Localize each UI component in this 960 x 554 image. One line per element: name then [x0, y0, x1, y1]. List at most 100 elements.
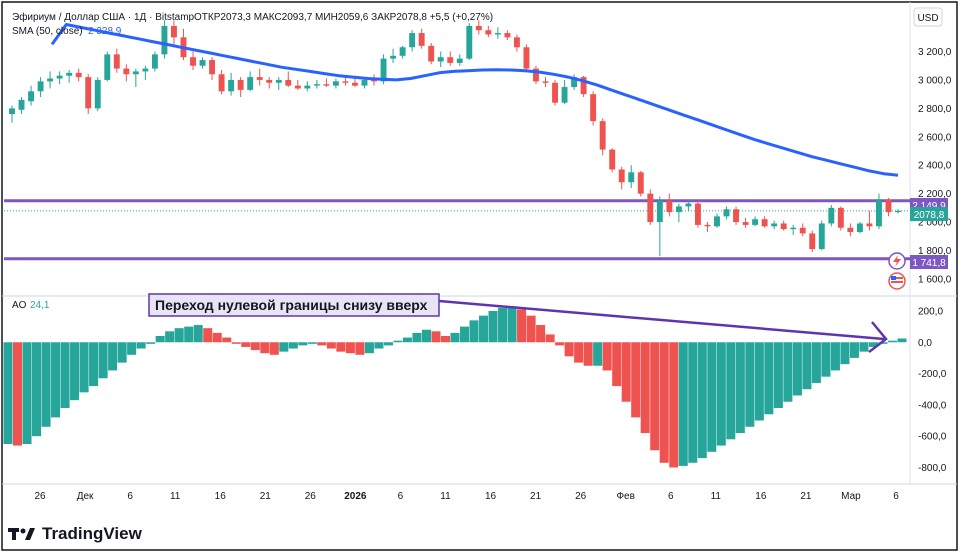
candle-body [837, 207, 844, 228]
candle [513, 34, 520, 52]
lightning-icon[interactable] [888, 252, 906, 270]
candle-body [885, 199, 892, 213]
candle-body [628, 172, 635, 183]
candle [285, 71, 292, 88]
ao-bar [707, 342, 717, 452]
ao-bar [517, 309, 527, 343]
ao-bar [288, 342, 298, 349]
candle [733, 206, 739, 225]
ao-bar [583, 342, 593, 366]
candle-body [742, 222, 749, 225]
candle [895, 209, 901, 214]
ao-bar [383, 342, 393, 346]
ao-bar [374, 342, 384, 349]
price-pane [4, 20, 910, 261]
time-tick-label: Дек [77, 491, 94, 502]
ao-value: 24,1 [30, 300, 50, 311]
candle [618, 166, 625, 190]
time-tick-label: Фев [616, 491, 634, 502]
candle-body [199, 60, 206, 66]
candle-body [399, 47, 406, 56]
candle [142, 65, 149, 80]
ao-bar [754, 342, 764, 421]
candle-body [266, 79, 273, 83]
ao-tick-label: 200,0 [918, 306, 943, 317]
time-tick-label: 16 [215, 491, 227, 502]
candle [685, 199, 692, 211]
candle-body [675, 206, 682, 213]
ao-bar [545, 334, 555, 343]
candle [494, 27, 501, 39]
candle-body [190, 57, 196, 66]
candle-body [466, 25, 473, 59]
flag-icon[interactable] [888, 272, 906, 290]
support-price-label: 1 741,8 [910, 255, 948, 269]
ao-bar [773, 342, 783, 408]
candle [656, 196, 663, 257]
candle [209, 57, 216, 80]
time-tick-label: 21 [530, 491, 542, 502]
time-tick-label: 6 [398, 491, 404, 502]
ao-bar [70, 342, 80, 401]
candle-body [275, 79, 282, 83]
ao-bar [22, 342, 32, 444]
candle [694, 200, 701, 228]
time-tick-label: 26 [34, 491, 46, 502]
candle [485, 25, 492, 38]
ao-tick-label: -600,0 [918, 432, 947, 443]
candle-body [75, 72, 82, 78]
candle [85, 74, 92, 115]
ao-bar [859, 342, 869, 352]
candle-body [47, 78, 54, 82]
ao-bar [555, 342, 565, 346]
ao-bar [146, 342, 156, 344]
candle [409, 30, 416, 52]
ao-bar [878, 342, 888, 344]
candle [75, 68, 82, 82]
candle [809, 230, 816, 252]
candle [418, 28, 425, 49]
candle [828, 205, 835, 227]
candle [94, 77, 101, 112]
chart-title: Эфириум / Доллар США · 1Д · Bitstamp [12, 11, 195, 23]
ao-bar [659, 342, 669, 463]
candle-body [771, 223, 778, 227]
currency-button[interactable]: USD [913, 7, 943, 27]
ao-bar [421, 329, 431, 343]
candle-body [447, 57, 454, 63]
ao-bar [574, 342, 584, 363]
ao-bar [174, 328, 184, 343]
ao-bar [498, 307, 508, 343]
candle [332, 78, 339, 89]
ao-bar [412, 332, 422, 343]
candle [885, 197, 892, 217]
sma-value: 2 328,9 [88, 26, 122, 37]
candle-body [523, 47, 530, 69]
candle-body [361, 79, 368, 86]
ao-bar [849, 342, 859, 358]
current-price-label: 2078,8 [910, 207, 948, 221]
candle-body [37, 81, 44, 92]
candle-body [494, 33, 501, 35]
candle [609, 148, 616, 173]
candle-body [161, 25, 168, 55]
candle-body [714, 216, 720, 227]
ao-bar [612, 342, 622, 387]
ao-bar [602, 342, 612, 371]
candle-body [504, 33, 511, 38]
ao-bar [336, 342, 346, 352]
ao-bar [3, 342, 13, 444]
candle [113, 48, 120, 73]
ao-pane [3, 306, 907, 468]
ao-bar [260, 342, 270, 354]
candle-body [123, 68, 130, 75]
candle-body [18, 99, 25, 110]
candle [28, 85, 35, 106]
brand-name: TradingView [42, 524, 142, 543]
candle [599, 118, 606, 156]
candle-body [332, 81, 339, 86]
ao-bar [98, 342, 108, 379]
candle [780, 220, 787, 231]
ao-bar [526, 315, 536, 343]
candle-body [609, 149, 616, 170]
